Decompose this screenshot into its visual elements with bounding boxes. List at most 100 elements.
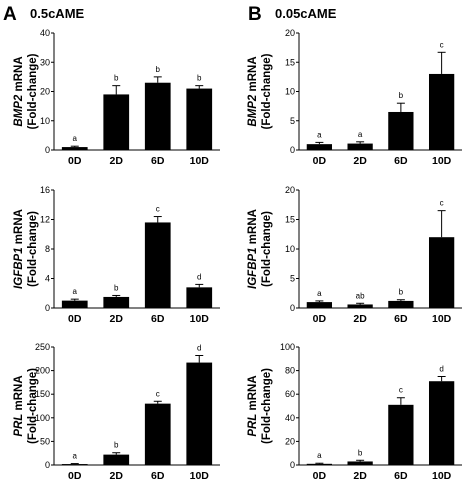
y-axis-label: PRL mRNA: [13, 375, 25, 436]
chart-b-prl: 0 20 40 60 80 100 a 0D b 2D c 6D d 10D PRL mRNA (Fold-c…: [247, 342, 462, 482]
y-tick-label: 12: [40, 215, 50, 225]
significance-letter: a: [317, 130, 322, 139]
bar-2d: [347, 304, 373, 308]
bar-2d: [347, 143, 373, 150]
gene-name: BMP2: [247, 94, 259, 127]
x-tick-label: 0D: [313, 155, 327, 167]
y-axis-label: IGFBP1 mRNA: [247, 209, 259, 289]
condition-title-b: 0.05cAME: [275, 6, 337, 21]
y-tick-label: 100: [280, 342, 295, 352]
bar-6d: [388, 404, 414, 465]
y-axis-label-unit: mRNA: [13, 375, 25, 413]
x-tick-label: 10D: [432, 313, 452, 325]
bar-6d: [144, 222, 171, 308]
x-tick-label: 0D: [68, 313, 82, 325]
y-axis-label-line2: (Fold-change): [261, 211, 273, 287]
x-tick-label: 6D: [151, 155, 165, 167]
x-tick-label: 6D: [151, 470, 165, 482]
y-tick-label: 8: [45, 244, 50, 254]
bar-0d: [306, 144, 333, 150]
x-tick-label: 2D: [353, 155, 367, 167]
y-tick-label: 40: [285, 413, 295, 423]
y-axis-label-unit: mRNA: [247, 375, 259, 413]
y-axis-label-unit: mRNA: [13, 56, 25, 94]
y-axis-label: BMP2 mRNA: [13, 56, 25, 126]
y-tick-label: 5: [290, 274, 295, 284]
significance-letter: d: [439, 365, 443, 374]
bar-0d: [306, 463, 333, 465]
y-axis-label-unit: mRNA: [13, 209, 25, 247]
bar-10d: [186, 287, 213, 308]
x-tick-label: 6D: [151, 313, 165, 325]
y-tick-label: 5: [290, 116, 295, 126]
gene-name: PRL: [247, 414, 259, 437]
x-tick-label: 10D: [190, 470, 210, 482]
significance-letter: c: [399, 386, 403, 395]
significance-letter: d: [197, 272, 201, 281]
x-tick-label: 0D: [68, 470, 82, 482]
significance-letter: b: [114, 74, 119, 83]
significance-letter: b: [399, 288, 404, 297]
significance-letter: a: [73, 287, 78, 296]
gene-name: BMP2: [13, 94, 25, 127]
significance-letter: ab: [356, 291, 365, 300]
significance-letter: c: [156, 389, 160, 398]
bar-10d: [428, 381, 455, 465]
y-tick-label: 150: [35, 389, 50, 399]
chart-a-igfbp1: 0 4 8 12 16 a 0D b 2D c 6D d 10D IGFBP1 mRNA (Fold-cha…: [13, 185, 220, 325]
y-axis-label: PRL mRNA: [247, 375, 259, 436]
y-tick-label: 0: [290, 145, 295, 155]
x-tick-label: 2D: [110, 155, 124, 167]
y-axis-label-line2: (Fold-change): [261, 368, 273, 444]
chart-b-bmp2: 0 5 10 15 20 a 0D a 2D b 6D c 10D BMP2 mRNA (Fold-chan…: [247, 28, 462, 167]
x-tick-label: 10D: [432, 470, 452, 482]
x-tick-label: 6D: [394, 155, 408, 167]
y-tick-label: 30: [40, 57, 50, 67]
x-tick-label: 10D: [190, 313, 210, 325]
y-tick-label: 200: [35, 366, 50, 376]
significance-letter: b: [399, 91, 404, 100]
bar-2d: [103, 94, 130, 150]
bar-6d: [388, 300, 414, 308]
gene-name: IGFBP1: [13, 247, 25, 289]
x-tick-label: 2D: [110, 313, 124, 325]
y-tick-label: 20: [285, 185, 295, 195]
y-tick-label: 4: [45, 274, 50, 284]
y-tick-label: 0: [290, 303, 295, 313]
significance-letter: b: [156, 65, 161, 74]
panel-label-a: A: [3, 4, 17, 25]
significance-letter: d: [197, 343, 201, 352]
bar-0d: [61, 464, 88, 465]
y-axis-label-line2: (Fold-change): [27, 53, 39, 129]
y-tick-label: 50: [40, 436, 50, 446]
chart-b-igfbp1: 0 5 10 15 20 a 0D ab 2D b 6D c 10D IGFBP1 mRNA (Fold-c…: [247, 185, 462, 325]
bar-0d: [306, 302, 333, 308]
y-axis-label-line2: (Fold-change): [27, 368, 39, 444]
significance-letter: a: [317, 451, 322, 460]
x-tick-label: 10D: [190, 155, 210, 167]
significance-letter: a: [358, 130, 363, 139]
x-tick-label: 2D: [353, 313, 367, 325]
y-tick-label: 15: [285, 57, 295, 67]
significance-letter: c: [440, 40, 444, 49]
x-tick-label: 6D: [394, 313, 408, 325]
bar-2d: [103, 454, 130, 465]
y-tick-label: 20: [40, 87, 50, 97]
bar-10d: [186, 88, 213, 150]
bar-6d: [144, 403, 171, 465]
y-tick-label: 20: [285, 436, 295, 446]
y-tick-label: 0: [45, 303, 50, 313]
x-tick-label: 2D: [353, 470, 367, 482]
y-axis-label-line2: (Fold-change): [27, 211, 39, 287]
y-axis-label-line2: (Fold-change): [261, 53, 273, 129]
y-axis-label-unit: mRNA: [247, 56, 259, 94]
bar-0d: [61, 300, 88, 308]
bar-2d: [103, 296, 130, 308]
bar-6d: [388, 111, 414, 150]
gene-name: IGFBP1: [247, 247, 259, 289]
bar-10d: [428, 73, 455, 150]
bar-10d: [428, 237, 455, 308]
significance-letter: c: [156, 205, 160, 214]
significance-letter: a: [73, 452, 78, 461]
significance-letter: a: [73, 134, 78, 143]
